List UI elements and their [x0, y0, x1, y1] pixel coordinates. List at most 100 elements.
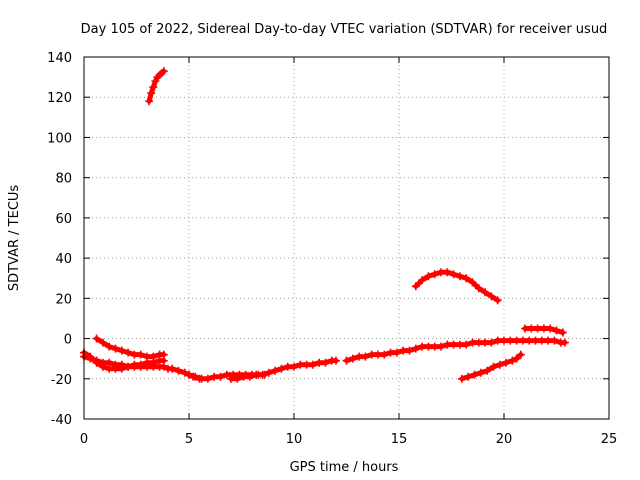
- data-point-marker: [149, 352, 158, 361]
- data-point-marker: [191, 372, 200, 381]
- data-point-marker: [552, 326, 561, 335]
- data-point-marker: [483, 366, 492, 375]
- data-point-marker: [136, 350, 145, 359]
- data-point-marker: [98, 338, 107, 347]
- data-point-marker: [348, 354, 357, 363]
- data-point-marker: [147, 89, 156, 98]
- x-axis-label: GPS time / hours: [290, 460, 399, 475]
- y-tick-label: 80: [55, 172, 72, 187]
- data-point-marker: [290, 362, 298, 371]
- data-point-marker: [86, 352, 95, 361]
- data-point-marker: [159, 67, 168, 76]
- data-point-marker: [92, 358, 101, 367]
- x-tick-label: 15: [391, 432, 408, 447]
- data-point-marker: [98, 362, 107, 371]
- data-point-marker: [117, 364, 126, 373]
- data-point-marker: [203, 374, 212, 383]
- data-point-marker: [180, 368, 189, 377]
- y-tick-label: 100: [47, 131, 72, 146]
- data-point-marker: [487, 292, 496, 301]
- data-point-marker: [516, 350, 525, 359]
- data-point-marker: [495, 360, 504, 369]
- data-point-marker: [233, 374, 242, 383]
- data-point-marker: [493, 296, 502, 305]
- data-point-marker: [489, 362, 498, 371]
- data-point-marker: [474, 284, 483, 293]
- y-tick-label: 40: [55, 252, 72, 267]
- y-tick-label: -20: [51, 373, 72, 388]
- data-series-segment-7: [342, 336, 569, 365]
- data-point-marker: [168, 364, 177, 373]
- data-point-marker: [159, 350, 168, 359]
- data-point-marker: [462, 274, 471, 283]
- y-tick-label: 60: [55, 212, 72, 227]
- data-point-marker: [558, 328, 567, 337]
- data-point-marker: [487, 338, 496, 347]
- tick-layer: 0 5 10 15 20 25 -40 -20 0 20 40 60 80 100 120 140: [47, 51, 617, 447]
- data-series-segment-6: [227, 356, 340, 383]
- data-series-segment-8: [411, 268, 502, 305]
- data-point-marker: [411, 282, 420, 291]
- data-series-segment-10: [521, 324, 567, 337]
- data-point-marker: [550, 336, 559, 345]
- data-point-marker: [245, 372, 254, 381]
- data-point-marker: [258, 370, 267, 379]
- data-point-marker: [449, 270, 458, 279]
- data-point-marker: [430, 270, 439, 279]
- data-point-marker: [546, 324, 555, 333]
- data-point-marker: [468, 278, 477, 287]
- data-point-marker: [424, 272, 433, 281]
- x-tick-label: 5: [185, 432, 193, 447]
- data-point-marker: [264, 368, 273, 377]
- y-tick-label: 20: [55, 292, 72, 307]
- data-point-marker: [342, 356, 351, 365]
- data-point-marker: [124, 362, 133, 371]
- x-tick-label: 20: [496, 432, 513, 447]
- data-point-marker: [185, 370, 193, 379]
- y-axis-label: SDTVAR / TECUs: [7, 185, 22, 292]
- data-point-marker: [111, 344, 120, 353]
- data-point-marker: [411, 344, 420, 353]
- data-point-marker: [308, 360, 317, 369]
- data-point-marker: [151, 77, 160, 86]
- data-point-marker: [92, 334, 101, 343]
- data-point-marker: [145, 97, 154, 106]
- y-tick-label: 120: [47, 91, 72, 106]
- data-point-marker: [481, 288, 490, 297]
- data-point-marker: [124, 348, 133, 357]
- data-series-segment-4: [92, 334, 168, 361]
- data-point-marker: [321, 358, 330, 367]
- x-tick-label: 0: [80, 432, 88, 447]
- chart-title: Day 105 of 2022, Sidereal Day-to-day VTE…: [81, 22, 608, 37]
- data-point-marker: [455, 272, 464, 281]
- data-point-marker: [361, 352, 370, 361]
- y-tick-label: 140: [47, 51, 72, 66]
- data-point-marker: [470, 370, 479, 379]
- data-point-marker: [418, 276, 427, 285]
- data-series-segment-3: [80, 348, 168, 373]
- data-point-marker: [443, 268, 452, 277]
- data-point-marker: [464, 372, 473, 381]
- y-tick-label: -40: [51, 413, 72, 428]
- data-point-marker: [502, 358, 511, 367]
- data-point-marker: [560, 338, 569, 347]
- data-point-marker: [476, 368, 485, 377]
- data-point-marker: [105, 342, 114, 351]
- data-point-marker: [271, 366, 280, 375]
- data-point-marker: [277, 364, 286, 373]
- grid-layer: [84, 57, 609, 419]
- data-point-marker: [380, 350, 389, 359]
- data-point-marker: [508, 356, 517, 365]
- y-tick-label: 0: [64, 333, 72, 348]
- data-point-marker: [462, 340, 471, 349]
- data-series-segment-9: [458, 350, 525, 383]
- data-point-marker: [174, 366, 183, 375]
- plot-frame: [83, 56, 610, 420]
- data-layer: [80, 67, 569, 383]
- data-point-marker: [458, 374, 466, 383]
- data-point-marker: [332, 356, 340, 365]
- x-tick-label: 10: [286, 432, 303, 447]
- data-point-marker: [136, 360, 145, 369]
